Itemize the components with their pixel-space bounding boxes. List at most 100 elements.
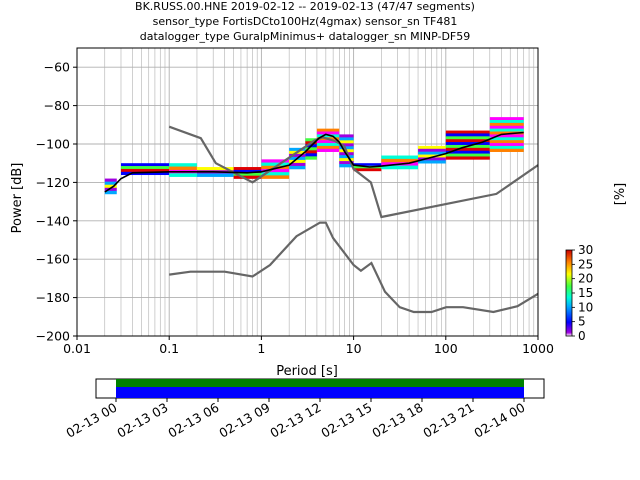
y-tick-label: −200 (36, 329, 70, 344)
psd-band-cell (169, 173, 197, 177)
psd-band-cell (418, 148, 446, 152)
psd-band-cell (104, 178, 117, 182)
psd-band-cell (196, 173, 234, 177)
timeline-tick-label: 02-13 18 (369, 400, 425, 441)
psd-band-cell (261, 162, 290, 167)
psd-band-cell (261, 159, 290, 163)
psd-band-cell (261, 175, 290, 179)
psd-band-cell (305, 153, 317, 157)
psd-band-cell (316, 134, 340, 138)
y-axis-ticks: −60 −80 −100 −120 −140 −160 −180 −200 (36, 60, 77, 344)
timeline-tick-label: 02-13 12 (267, 400, 323, 441)
x-tick-label: 0.01 (63, 341, 91, 356)
psd-band-cell (305, 156, 317, 160)
median-curve (104, 131, 524, 193)
psd-band-cell (316, 145, 340, 150)
psd-band-cell (445, 136, 490, 140)
y-tick-label: −180 (36, 290, 70, 305)
psd-band-cell (289, 165, 306, 170)
psd-band-cell (339, 155, 354, 159)
psd-band-cell (489, 137, 524, 141)
psd-band-cell (339, 140, 354, 144)
psd-band-cell (169, 166, 197, 171)
timeline-tick-label: 02-13 09 (216, 400, 272, 441)
colorbar-tick-label: 10 (578, 300, 593, 314)
title-line-2: sensor_type FortisDCto100Hz(4gmax) senso… (153, 15, 458, 28)
psd-band-cell (418, 157, 446, 161)
psd-band-cell (305, 138, 317, 142)
psd-band-cell (305, 150, 317, 154)
timeline-blue-bar (116, 387, 524, 398)
psd-band-cell (445, 147, 490, 152)
y-tick-label: −80 (44, 98, 70, 113)
psd-band-cell (489, 145, 524, 150)
psd-band-cell (489, 143, 524, 147)
timeline-tick-label: 02-13 06 (165, 400, 221, 441)
psd-band-cell (489, 148, 524, 152)
psd-band-cell (316, 148, 340, 152)
psd-band-cell (445, 139, 490, 143)
psd-band-cell (339, 143, 354, 147)
psd-band-cell (353, 168, 382, 172)
y-axis-label: Power [dB] (10, 163, 25, 234)
psd-band-cell (445, 142, 490, 146)
psd-band-cell (104, 181, 117, 186)
psd-band-cell (104, 184, 117, 189)
psd-band-cell (418, 154, 446, 158)
psd-band-cell (120, 163, 170, 167)
psd-band-cell (120, 171, 170, 176)
psd-band-cell (339, 134, 354, 138)
colorbar-tick-label: 5 (578, 315, 586, 329)
noise-model-curves (104, 125, 539, 314)
psd-band-cell (305, 147, 317, 151)
psd-band-cell (316, 128, 340, 132)
psd-band-cell (289, 162, 306, 167)
psd-band-cell (261, 168, 290, 173)
colorbar-tick-label: 25 (578, 257, 593, 271)
psd-band-cell (233, 172, 262, 176)
psd-band-cell (381, 165, 419, 170)
psd-band-cell (445, 153, 490, 157)
psd-band-cell (445, 133, 490, 137)
y-tick-label: −160 (36, 252, 70, 267)
psd-band-cell (489, 131, 524, 135)
psd-band-cell (489, 125, 524, 129)
psd-band-cell (233, 175, 262, 179)
x-tick-label: 1000 (522, 341, 554, 356)
timeline-tick-label: 02-14 00 (471, 400, 527, 441)
psd-band-cell (489, 140, 524, 144)
grid-lines (76, 48, 538, 337)
timeline-tick-label: 02-13 00 (63, 400, 119, 441)
colorbar-tick-label: 20 (578, 272, 593, 286)
psd-band-cell (381, 155, 419, 160)
colorbar-tick-label: 30 (578, 243, 593, 257)
psd-band-cell (316, 131, 340, 135)
colorbar-tick-label: 0 (578, 329, 586, 343)
psd-band-cell (104, 187, 117, 192)
timeline-tick-label: 02-13 15 (318, 400, 374, 441)
x-tick-label: 10 (346, 341, 362, 356)
psd-band-cell (169, 163, 197, 167)
y-tick-label: −120 (36, 175, 70, 190)
psd-band-cell (445, 156, 490, 160)
psd-band-cell (316, 140, 340, 144)
psd-band-cell (418, 151, 446, 155)
psd-band-cell (120, 166, 170, 170)
psd-band-cell (339, 146, 354, 150)
colorbar-label: [%] (613, 183, 628, 206)
psd-band-cell (418, 160, 446, 164)
psd-band-cell (381, 158, 419, 163)
x-axis-ticks: 0.01 0.1 1 10 100 1000 (63, 336, 554, 356)
psd-band-cell (353, 163, 382, 167)
x-tick-label: 100 (434, 341, 458, 356)
x-axis-label: Period [s] (276, 364, 338, 379)
y-tick-label: −100 (36, 137, 70, 152)
title-line-3: datalogger_type GuralpMinimus+ datalogge… (140, 30, 471, 43)
y-tick-label: −140 (36, 213, 70, 228)
psd-band-cell (489, 128, 524, 132)
y-tick-label: −60 (44, 60, 70, 75)
title-line-1: BK.RUSS.00.HNE 2019-02-12 -- 2019-02-13 … (135, 0, 475, 13)
psd-band-cell (289, 147, 306, 152)
